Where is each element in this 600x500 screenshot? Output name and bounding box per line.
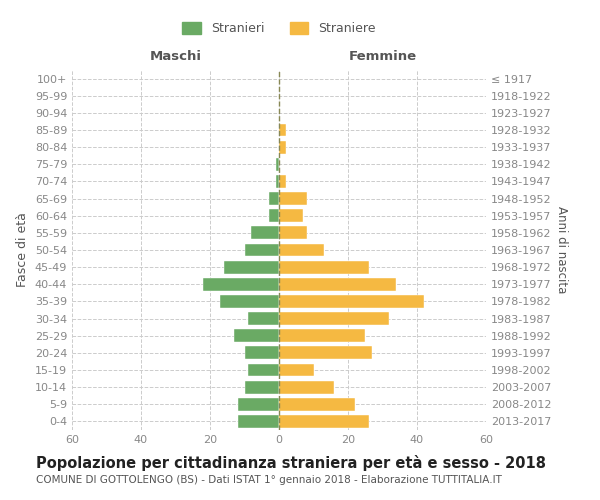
- Bar: [279, 140, 286, 153]
- Bar: [279, 192, 307, 205]
- Legend: Stranieri, Straniere: Stranieri, Straniere: [182, 22, 376, 36]
- Text: Popolazione per cittadinanza straniera per età e sesso - 2018: Popolazione per cittadinanza straniera p…: [36, 455, 546, 471]
- Bar: [275, 158, 279, 170]
- Bar: [279, 210, 303, 222]
- Bar: [238, 415, 279, 428]
- Bar: [248, 312, 279, 325]
- Bar: [203, 278, 279, 290]
- Bar: [245, 380, 279, 394]
- Bar: [279, 415, 369, 428]
- Y-axis label: Fasce di età: Fasce di età: [16, 212, 29, 288]
- Bar: [245, 346, 279, 360]
- Bar: [279, 295, 424, 308]
- Bar: [248, 364, 279, 376]
- Bar: [279, 260, 369, 274]
- Text: COMUNE DI GOTTOLENGO (BS) - Dati ISTAT 1° gennaio 2018 - Elaborazione TUTTITALIA: COMUNE DI GOTTOLENGO (BS) - Dati ISTAT 1…: [36, 475, 502, 485]
- Bar: [245, 244, 279, 256]
- Bar: [224, 260, 279, 274]
- Bar: [238, 398, 279, 410]
- Bar: [279, 346, 372, 360]
- Bar: [269, 210, 279, 222]
- Bar: [279, 364, 314, 376]
- Bar: [279, 244, 324, 256]
- Bar: [279, 330, 365, 342]
- Bar: [279, 175, 286, 188]
- Bar: [279, 380, 334, 394]
- Bar: [279, 278, 397, 290]
- Bar: [279, 398, 355, 410]
- Bar: [275, 175, 279, 188]
- Bar: [279, 226, 307, 239]
- Bar: [269, 192, 279, 205]
- Bar: [234, 330, 279, 342]
- Y-axis label: Anni di nascita: Anni di nascita: [555, 206, 568, 294]
- Bar: [220, 295, 279, 308]
- Bar: [279, 124, 286, 136]
- Text: Maschi: Maschi: [149, 50, 202, 63]
- Bar: [251, 226, 279, 239]
- Text: Femmine: Femmine: [349, 50, 416, 63]
- Bar: [279, 312, 389, 325]
